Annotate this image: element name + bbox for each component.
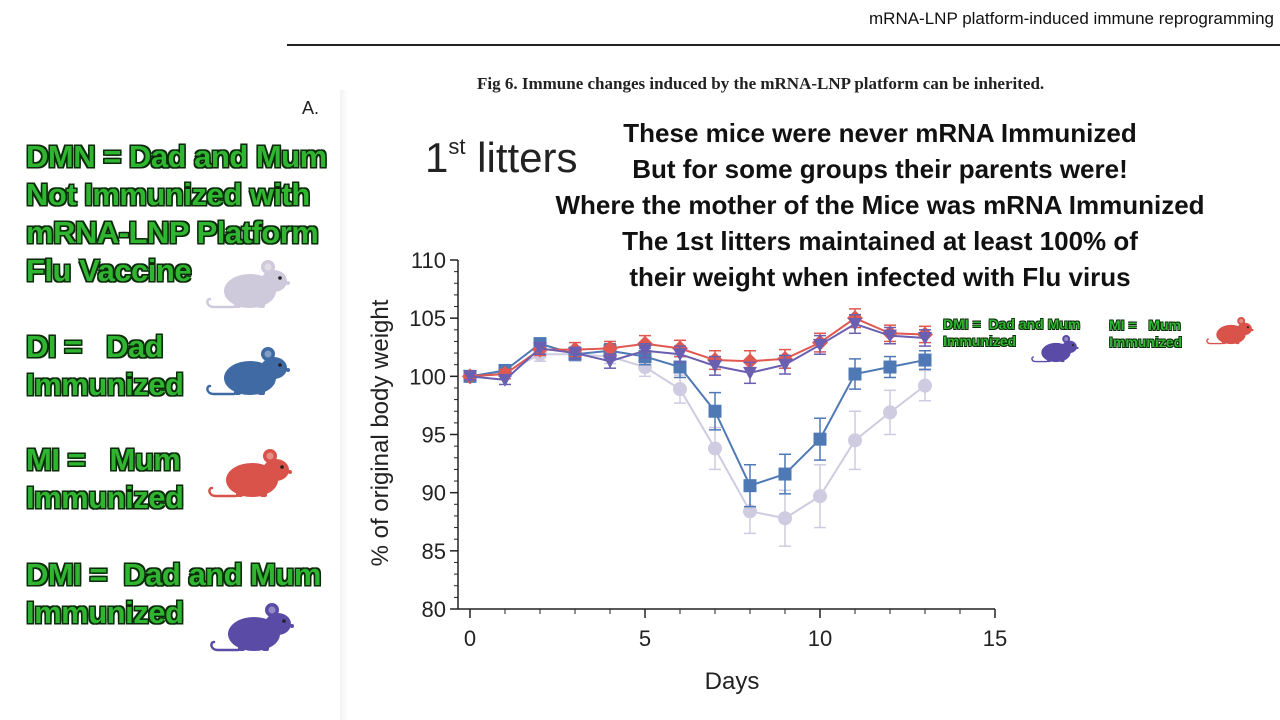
data-point — [498, 373, 512, 387]
y-tick-label: 100 — [409, 364, 446, 389]
y-tick-label: 80 — [422, 597, 446, 622]
data-point — [848, 367, 862, 381]
x-tick-label: 10 — [808, 626, 832, 651]
legend-label-dmn: DMN = Dad and Mum Not Immunized with mRN… — [26, 139, 327, 288]
y-tick-label: 110 — [411, 248, 446, 273]
y-tick-label: 95 — [422, 423, 446, 448]
data-point — [778, 358, 792, 372]
x-tick-label: 15 — [983, 626, 1007, 651]
mouse-icon — [206, 347, 290, 396]
mouse-icon — [1031, 335, 1079, 363]
series-dmn — [463, 346, 932, 547]
y-tick-label: 90 — [422, 481, 446, 506]
data-point — [638, 344, 652, 358]
series-line — [469, 342, 926, 487]
data-point — [602, 340, 618, 357]
data-point — [673, 382, 687, 397]
header-rule — [287, 44, 1280, 46]
x-tick-label: 0 — [464, 626, 476, 651]
y-axis-label: % of original body weight — [367, 299, 394, 566]
series-dmi — [463, 313, 932, 387]
data-point — [918, 378, 932, 393]
data-point — [883, 360, 897, 374]
data-point — [848, 433, 862, 448]
data-point — [883, 329, 897, 343]
overlay-line: These mice were never mRNA Immunized — [623, 118, 1137, 148]
data-point — [813, 489, 827, 504]
data-point — [743, 366, 757, 380]
right-legend-label-dmi: DMI = Dad and Mum Immunized — [943, 316, 1081, 349]
overlay-line: But for some groups their parents were! — [632, 154, 1128, 184]
series-line — [469, 322, 926, 381]
data-point — [708, 404, 722, 418]
data-point — [638, 360, 652, 375]
panel-letter: A. — [302, 98, 320, 118]
y-tick-label: 105 — [409, 306, 446, 331]
data-point — [742, 353, 758, 370]
data-point — [743, 504, 757, 519]
data-point — [848, 317, 862, 331]
panel-divider — [340, 90, 348, 720]
data-point — [603, 355, 617, 369]
overlay-line: Where the mother of the Mice was mRNA Im… — [555, 190, 1205, 220]
data-point — [533, 342, 547, 356]
legend-label-di: DI = Dad Immunized — [26, 329, 184, 402]
mouse-icon — [1206, 317, 1254, 345]
mouse-icon — [206, 260, 290, 309]
legend-label-dmi: DMI = Dad and Mum Immunized — [26, 557, 322, 630]
overlay-annotation: These mice were never mRNA Immunized But… — [500, 115, 1260, 295]
data-point — [673, 360, 687, 374]
figure-caption: Fig 6. Immune changes induced by the mRN… — [477, 74, 1045, 93]
overlay-line: their weight when infected with Flu viru… — [629, 262, 1131, 292]
data-point — [778, 467, 792, 481]
data-point — [778, 511, 792, 526]
y-tick-label: 85 — [422, 539, 446, 564]
right-legend-label-mi: MI = Mum Immunized — [1109, 317, 1183, 350]
chart-title: 1st litters — [425, 134, 578, 181]
series-di — [463, 337, 932, 508]
data-point — [568, 347, 582, 361]
mouse-icon — [208, 449, 292, 498]
x-tick-label: 5 — [639, 626, 651, 651]
mouse-icon — [210, 603, 294, 652]
legend-label-mi: MI = Mum Immunized — [26, 442, 184, 515]
overlay-line: The 1st litters maintained at least 100%… — [622, 226, 1138, 256]
data-point — [673, 348, 687, 362]
data-point — [883, 405, 897, 420]
data-point — [918, 353, 932, 367]
data-point — [918, 331, 932, 345]
data-point — [813, 338, 827, 352]
running-header: mRNA-LNP platform-induced immune reprogr… — [869, 9, 1274, 28]
x-axis-label: Days — [705, 668, 760, 695]
data-point — [813, 432, 827, 446]
data-point — [708, 359, 722, 373]
left-annotation-panel — [0, 90, 345, 720]
data-point — [708, 441, 722, 456]
data-point — [463, 370, 477, 384]
data-point — [743, 479, 757, 493]
